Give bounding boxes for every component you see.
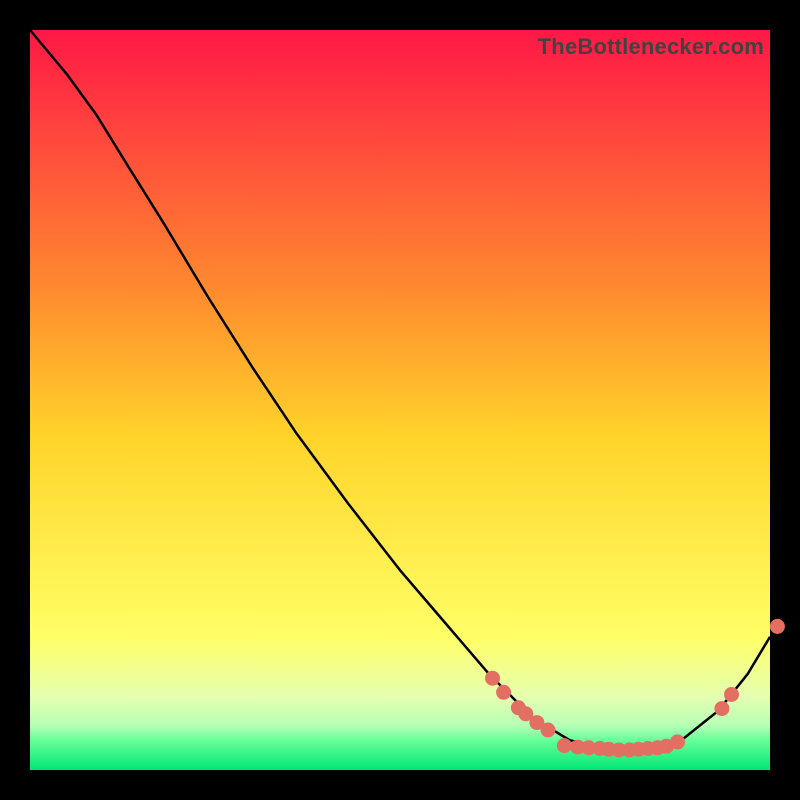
data-marker bbox=[557, 739, 571, 753]
data-marker bbox=[671, 735, 685, 749]
chart-svg bbox=[30, 30, 770, 770]
data-marker bbox=[715, 702, 729, 716]
chart-frame: TheBottlenecker.com bbox=[0, 0, 800, 800]
bottleneck-curve bbox=[30, 30, 770, 752]
data-marker bbox=[770, 619, 784, 633]
plot-area: TheBottlenecker.com bbox=[30, 30, 770, 770]
data-marker bbox=[486, 671, 500, 685]
marker-group bbox=[486, 619, 785, 757]
data-marker bbox=[725, 688, 739, 702]
data-marker bbox=[497, 685, 511, 699]
data-marker bbox=[541, 723, 555, 737]
